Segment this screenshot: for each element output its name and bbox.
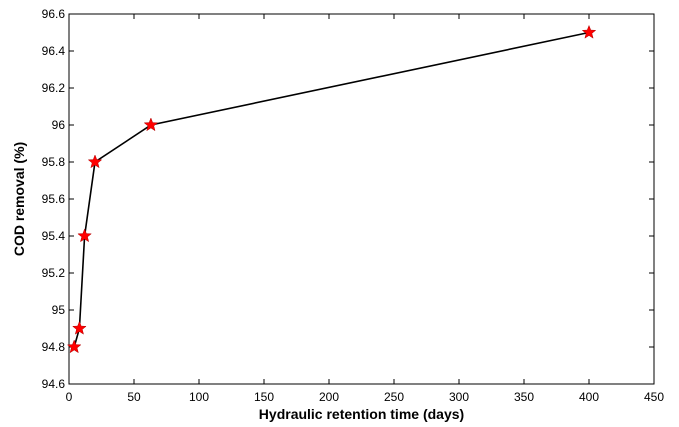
series-markers <box>66 24 597 354</box>
x-tick-label: 350 <box>514 390 534 404</box>
x-tick-label: 0 <box>66 390 73 404</box>
y-tick-label: 96.2 <box>42 81 66 95</box>
x-tick-label: 150 <box>254 390 274 404</box>
data-point-star <box>143 117 159 132</box>
data-point-star <box>87 154 103 169</box>
data-point-star <box>72 320 87 335</box>
y-tick-label: 96 <box>52 118 66 132</box>
x-axis-ticks: 0 50 100 150 200 250 300 350 400 450 <box>66 14 664 404</box>
x-tick-label: 300 <box>449 390 469 404</box>
x-axis-title: Hydraulic retention time (days) <box>259 406 464 422</box>
x-tick-label: 50 <box>127 390 141 404</box>
x-tick-label: 400 <box>579 390 599 404</box>
y-tick-label: 94.6 <box>42 377 66 391</box>
data-point-star <box>77 228 92 243</box>
y-tick-label: 95.6 <box>42 192 66 206</box>
plot-frame <box>68 13 655 385</box>
y-tick-label: 96.6 <box>42 7 66 21</box>
x-tick-label: 100 <box>189 390 209 404</box>
y-axis-title: COD removal (%) <box>11 142 27 256</box>
y-tick-label: 94.8 <box>42 340 66 354</box>
y-tick-label: 95.4 <box>42 229 66 243</box>
y-axis-ticks: 94.6 94.8 95 95.2 95.4 95.6 95.8 96 96.2 96.4 96.6 <box>42 7 654 391</box>
x-tick-label: 450 <box>644 390 664 404</box>
x-tick-label: 200 <box>319 390 339 404</box>
y-tick-label: 95.2 <box>42 266 66 280</box>
data-point-star <box>581 24 597 39</box>
y-tick-label: 96.4 <box>42 44 66 58</box>
x-tick-label: 250 <box>384 390 404 404</box>
data-point-star <box>66 339 82 354</box>
y-tick-label: 95 <box>52 303 66 317</box>
y-tick-label: 95.8 <box>42 155 66 169</box>
